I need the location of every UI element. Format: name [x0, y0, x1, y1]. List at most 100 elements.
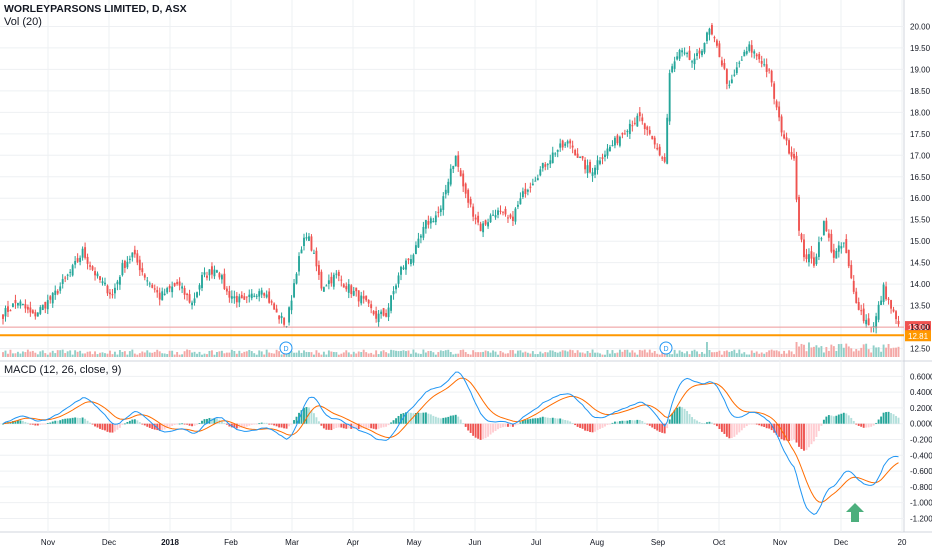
macd-histogram-bar [405, 412, 407, 424]
macd-histogram-bar [623, 420, 626, 424]
candle-body [609, 146, 611, 152]
time-tick-label: Dec [834, 538, 848, 547]
volume-bar [576, 350, 579, 357]
volume-bar [183, 351, 186, 357]
time-tick-label: Oct [713, 538, 726, 547]
macd-histogram-bar [800, 423, 803, 450]
candle-body [402, 267, 405, 270]
volume-bar [84, 353, 87, 357]
volume-bar [489, 352, 492, 357]
volume-bar [459, 350, 462, 357]
candle-body [830, 233, 833, 252]
candle-body [188, 294, 191, 303]
price-tick-label: 12.50 [910, 345, 931, 354]
volume-bar [554, 351, 557, 357]
volume-bar [367, 353, 370, 357]
volume-bar [661, 351, 664, 357]
candle-body [380, 311, 383, 315]
candle-body [631, 125, 634, 127]
macd-histogram-bar [367, 423, 370, 429]
candle-body [790, 151, 793, 157]
volume-bar [454, 353, 457, 357]
macd-histogram-bar [482, 423, 485, 440]
macd-histogram-bar [544, 417, 547, 424]
macd-histogram-bar [549, 417, 552, 424]
price-tick-label: 15.50 [910, 216, 931, 225]
volume-bar [387, 353, 390, 357]
candle-body [64, 277, 67, 279]
dividend-marker[interactable]: D [659, 341, 673, 355]
candle-body [186, 293, 189, 296]
candle-body [370, 304, 373, 309]
candle-body [131, 252, 134, 258]
candle-body [345, 286, 348, 290]
candle-body [412, 254, 415, 263]
candle-body [71, 265, 74, 276]
candle-body [442, 196, 445, 210]
macd-histogram-bar [437, 417, 440, 424]
volume-bar [2, 352, 4, 357]
macd-histogram-bar [735, 423, 738, 435]
candle-body [414, 245, 417, 255]
volume-bar [618, 349, 621, 357]
macd-histogram-bar [840, 413, 843, 424]
macd-histogram-bar [151, 423, 154, 429]
volume-bar [293, 352, 295, 357]
volume-bar [347, 352, 350, 357]
macd-histogram-bar [817, 423, 820, 432]
macd-histogram-bar [191, 423, 193, 427]
volume-bar [64, 353, 67, 357]
candle-body [290, 300, 293, 311]
candle-body [720, 60, 723, 66]
macd-histogram-bar [596, 423, 599, 431]
macd-histogram-bar [479, 423, 482, 440]
macd-histogram-bar [258, 423, 261, 425]
volume-bar [414, 352, 417, 357]
volume-bar [666, 354, 669, 357]
price-tick-label: 18.50 [910, 87, 931, 96]
volume-bar [193, 351, 196, 357]
macd-histogram-bar [345, 423, 348, 429]
dividend-marker[interactable]: D [279, 341, 293, 355]
candle-body [367, 299, 370, 304]
macd-histogram-bar [502, 423, 504, 428]
macd-histogram-bar [39, 423, 42, 425]
volume-bar [820, 346, 823, 357]
candle-body [497, 210, 499, 215]
macd-histogram-bar [352, 423, 355, 429]
volume-bar [698, 353, 701, 357]
volume-bar [434, 354, 437, 357]
candle-body [877, 304, 880, 320]
volume-bar [21, 351, 24, 357]
candle-body [191, 302, 193, 306]
candle-body [661, 157, 664, 159]
candle-body [429, 218, 432, 224]
candle-body [427, 221, 430, 225]
candle-body [758, 54, 761, 60]
volume-bar [7, 353, 9, 357]
candle-body [300, 249, 303, 254]
macd-histogram-bar [317, 421, 320, 424]
candle-body [151, 284, 154, 288]
volume-bar [643, 349, 646, 357]
volume-bar [380, 351, 383, 357]
candle-body [2, 314, 4, 319]
candle-body [270, 301, 273, 303]
candle-body [419, 235, 422, 238]
up-arrow-icon[interactable] [846, 503, 864, 522]
macd-histogram-bar [711, 422, 713, 424]
volume-bar [158, 351, 161, 357]
candle-body [153, 288, 156, 290]
volume-bar [54, 353, 57, 357]
macd-histogram-bar [171, 423, 174, 426]
macd-histogram-bar [136, 420, 139, 424]
macd-histogram-bar [755, 423, 758, 425]
volume-bar [678, 350, 681, 357]
up-arrow-shape [846, 503, 864, 522]
candle-body [365, 295, 368, 301]
volume-bar [479, 352, 482, 357]
macd-histogram-bar [118, 423, 121, 428]
volume-bar [320, 354, 323, 357]
